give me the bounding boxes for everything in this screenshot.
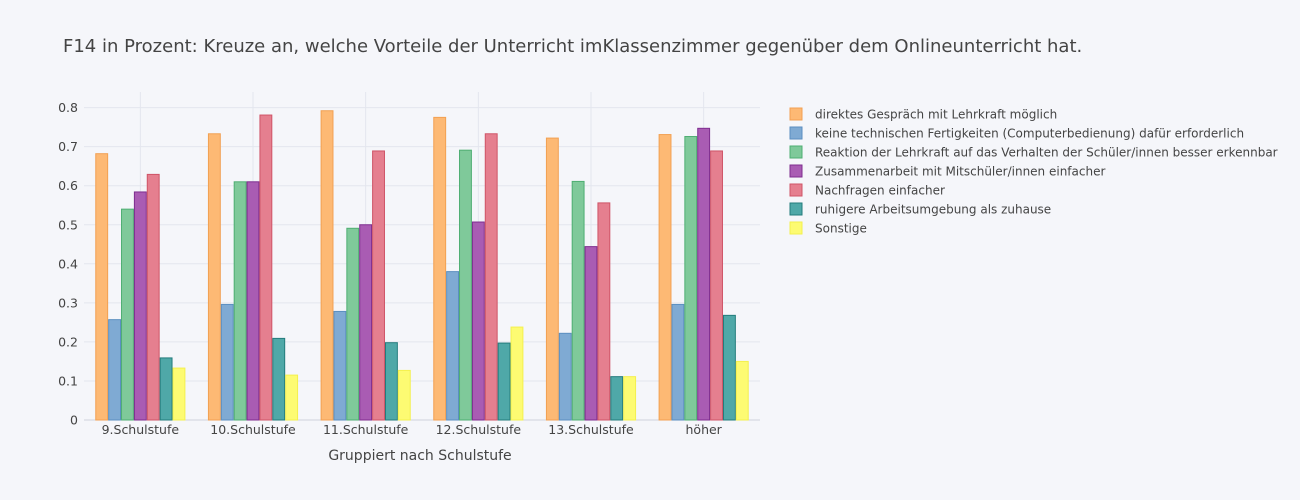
x-tick-label: 13.Schulstufe	[548, 422, 634, 437]
bar[interactable]	[558, 332, 572, 421]
bar[interactable]	[272, 337, 286, 421]
bar[interactable]	[484, 133, 498, 421]
legend-label: Nachfragen einfacher	[815, 184, 945, 198]
legend-label: Reaktion der Lehrkraft auf das Verhalten…	[815, 146, 1278, 160]
legend-swatch	[789, 202, 803, 216]
bar[interactable]	[207, 133, 221, 421]
legend-swatch	[789, 145, 803, 159]
legend-swatch	[789, 126, 803, 140]
x-tick-label: 9.Schulstufe	[102, 422, 180, 437]
bar[interactable]	[571, 180, 585, 421]
bar[interactable]	[384, 342, 398, 421]
bar[interactable]	[146, 173, 160, 421]
bar[interactable]	[220, 303, 234, 421]
legend-item[interactable]: ruhigere Arbeitsumgebung als zuhause	[789, 202, 1051, 217]
y-tick-label: 0.2	[58, 334, 78, 349]
bar[interactable]	[710, 150, 723, 421]
x-axis-ticks: 9.Schulstufe 10.Schulstufe 11.Schulstufe 12…	[102, 422, 723, 437]
bar[interactable]	[397, 369, 411, 421]
y-tick-label: 0.6	[58, 178, 78, 193]
bar[interactable]	[95, 153, 109, 421]
legend-label: Zusammenarbeit mit Mitschüler/innen einf…	[815, 165, 1105, 179]
bar[interactable]	[610, 376, 624, 421]
bar[interactable]	[233, 181, 247, 421]
y-tick-label: 0.1	[58, 373, 78, 388]
bar[interactable]	[372, 150, 385, 421]
bar[interactable]	[433, 116, 447, 421]
y-tick-label: 0.3	[58, 295, 78, 310]
bar[interactable]	[333, 310, 347, 421]
bar[interactable]	[471, 221, 485, 421]
legend-label: direktes Gespräch mit Lehrkraft möglich	[815, 108, 1057, 122]
y-tick-label: 0	[70, 413, 78, 428]
legend-item[interactable]: keine technischen Fertigkeiten (Computer…	[789, 126, 1244, 141]
bar[interactable]	[545, 137, 559, 421]
bar[interactable]	[172, 367, 186, 421]
bar[interactable]	[684, 136, 698, 421]
legend[interactable]: direktes Gespräch mit Lehrkraft möglich k…	[789, 107, 1278, 236]
bar[interactable]	[346, 227, 360, 421]
bar[interactable]	[285, 374, 299, 421]
chart-title: F14 in Prozent: Kreuze an, welche Vortei…	[63, 36, 1082, 57]
bar[interactable]	[735, 360, 749, 421]
bar[interactable]	[246, 181, 260, 421]
legend-item[interactable]: Sonstige	[789, 221, 867, 236]
legend-item[interactable]: Nachfragen einfacher	[789, 183, 945, 198]
x-tick-label: 11.Schulstufe	[323, 422, 409, 437]
bar[interactable]	[623, 376, 637, 421]
bar[interactable]	[259, 114, 273, 421]
bar[interactable]	[597, 202, 611, 421]
bar[interactable]	[497, 342, 511, 421]
bars[interactable]	[95, 110, 749, 421]
bar[interactable]	[459, 149, 472, 421]
y-tick-label: 0.8	[58, 100, 78, 115]
y-tick-label: 0.7	[58, 139, 78, 154]
x-tick-label: höher	[686, 422, 723, 437]
bar[interactable]	[320, 110, 334, 421]
legend-label: keine technischen Fertigkeiten (Computer…	[815, 127, 1244, 141]
legend-item[interactable]: Reaktion der Lehrkraft auf das Verhalten…	[789, 145, 1278, 160]
bar[interactable]	[108, 319, 122, 421]
bar[interactable]	[121, 208, 134, 421]
legend-label: ruhigere Arbeitsumgebung als zuhause	[815, 203, 1051, 217]
legend-swatch	[789, 221, 803, 235]
bar[interactable]	[722, 314, 736, 421]
bar[interactable]	[159, 357, 173, 421]
legend-label: Sonstige	[815, 222, 867, 236]
legend-item[interactable]: direktes Gespräch mit Lehrkraft möglich	[789, 107, 1057, 122]
x-tick-label: 10.Schulstufe	[210, 422, 296, 437]
x-tick-label: 12.Schulstufe	[436, 422, 522, 437]
bar[interactable]	[697, 127, 711, 421]
legend-swatch	[789, 183, 803, 197]
bar[interactable]	[446, 271, 460, 421]
bar[interactable]	[671, 303, 685, 421]
legend-item[interactable]: Zusammenarbeit mit Mitschüler/innen einf…	[789, 164, 1105, 179]
bar[interactable]	[510, 326, 524, 421]
bar[interactable]	[584, 246, 598, 421]
bar[interactable]	[133, 191, 147, 421]
legend-swatch	[789, 107, 803, 121]
legend-swatch	[789, 164, 803, 178]
y-axis-ticks: 0 0.1 0.2 0.3 0.4 0.5 0.6 0.7 0.8	[58, 100, 78, 427]
bar[interactable]	[658, 134, 672, 421]
x-axis-title: Gruppiert nach Schulstufe	[328, 448, 511, 464]
y-tick-label: 0.4	[58, 256, 78, 271]
y-tick-label: 0.5	[58, 217, 78, 232]
bar[interactable]	[359, 224, 373, 421]
